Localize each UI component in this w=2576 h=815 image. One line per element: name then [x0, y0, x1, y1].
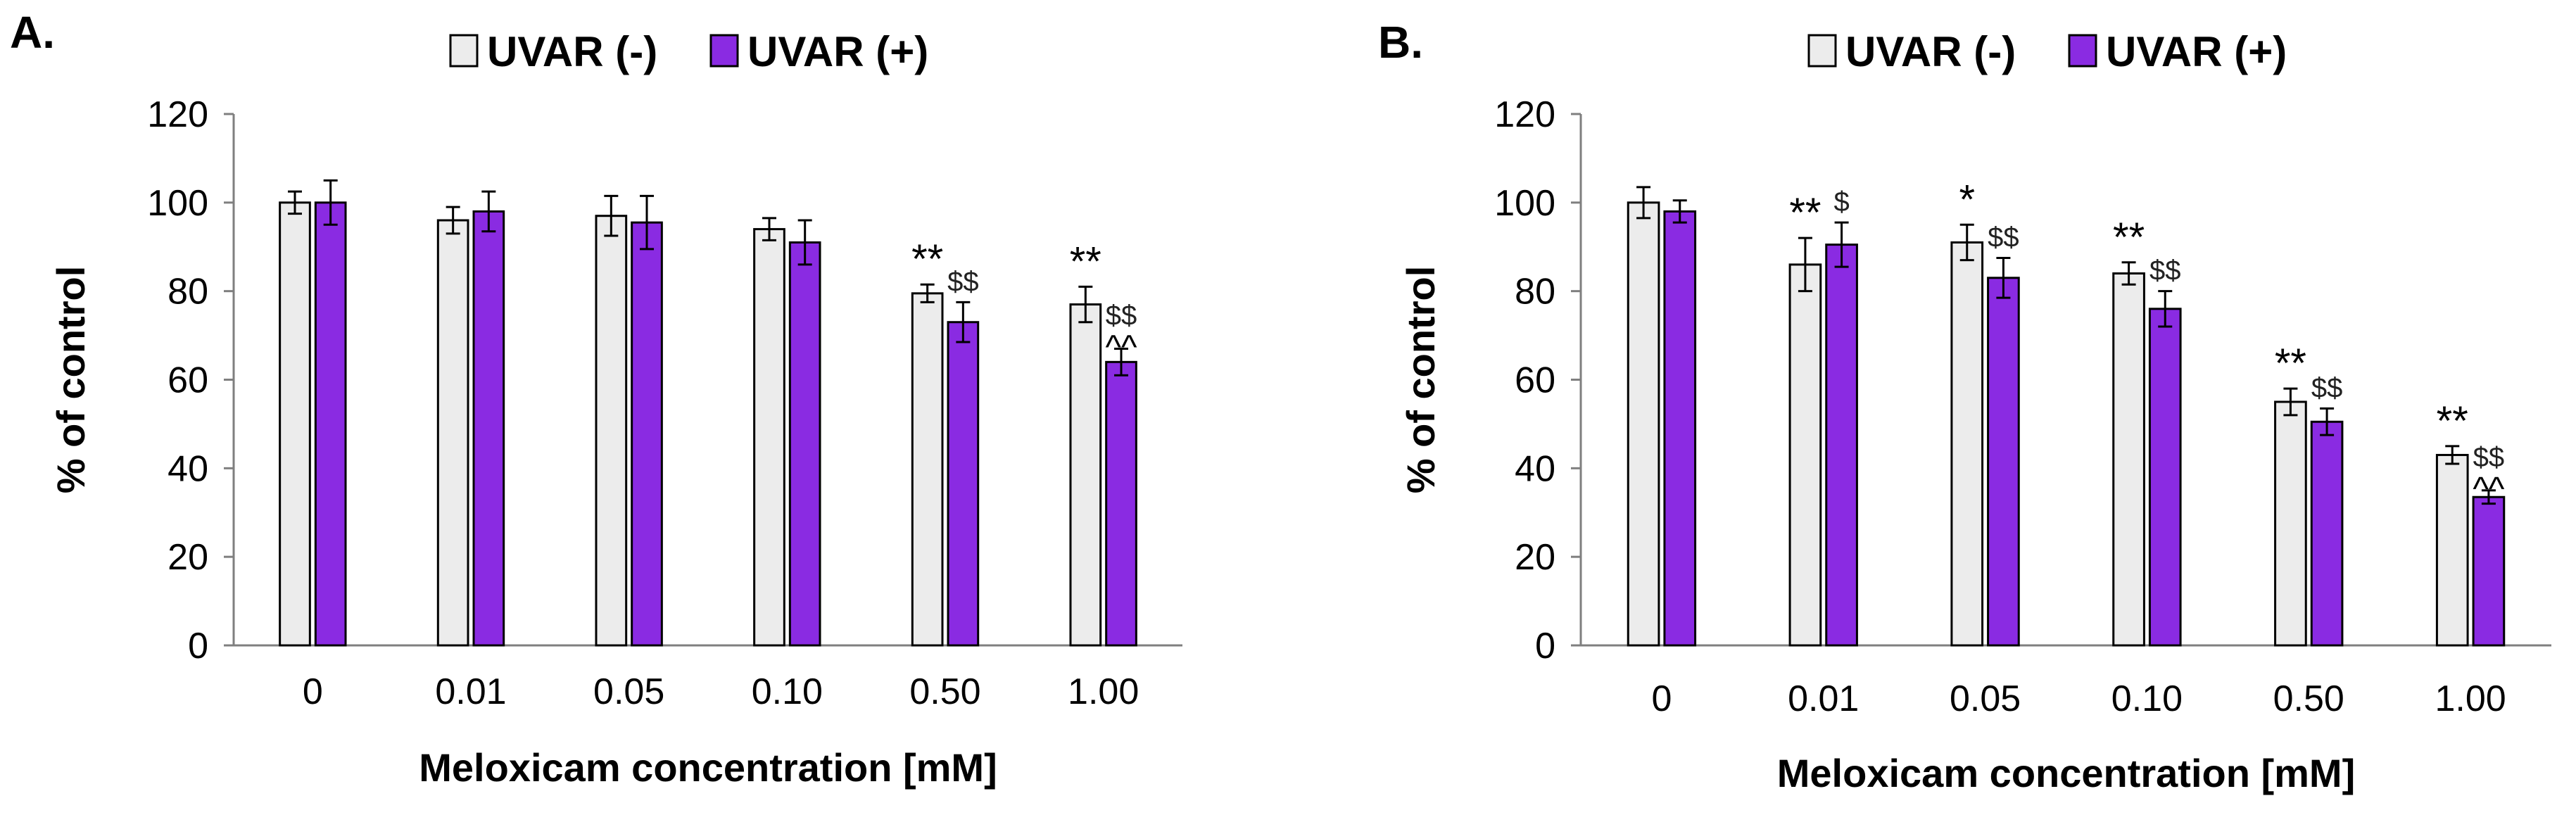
- bar-uvar-plus: [631, 221, 663, 647]
- bar-uvar-minus: [2274, 400, 2307, 647]
- bar-uvar-minus: [279, 201, 311, 647]
- x-tick-label: 1.00: [2435, 678, 2506, 719]
- significance-stars: **: [911, 236, 943, 282]
- bar-uvar-minus: [753, 228, 785, 647]
- bar-uvar-minus: [1950, 241, 1984, 647]
- y-tick-label: 100: [147, 183, 208, 224]
- y-tick-label: 0: [188, 626, 208, 666]
- x-tick-label: 0.10: [752, 671, 823, 712]
- chart-panel-b: B. UVAR (-) UVAR (+) 0 20 40 60 80 100 120 % of co…: [1378, 17, 2551, 795]
- y-tick-label: 100: [1494, 183, 1555, 224]
- bar-uvar-plus: [1825, 244, 1858, 647]
- significance-dollars: $$: [1106, 300, 1137, 331]
- y-tick-label: 120: [1494, 94, 1555, 135]
- legend-label-uvar-minus: UVAR (-): [487, 28, 657, 75]
- x-tick-label: 0: [1651, 678, 1672, 719]
- x-axis-title: Meloxicam concentration [mM]: [1777, 751, 2355, 795]
- bar-uvar-plus: [947, 321, 980, 647]
- significance-stars: *: [1959, 177, 1975, 222]
- legend-swatch-uvar-minus: [449, 34, 479, 68]
- bar-uvar-minus: [436, 219, 469, 647]
- x-tick-label: 0.10: [2111, 678, 2183, 719]
- bar-uvar-minus: [2112, 272, 2145, 647]
- y-tick-label: 40: [1515, 448, 1555, 489]
- x-tick-label: 0.05: [593, 671, 664, 712]
- x-tick-label: 0.05: [1950, 678, 2021, 719]
- legend-swatch-uvar-plus: [2068, 34, 2097, 68]
- y-tick-label: 120: [147, 94, 208, 135]
- legend-label-uvar-plus: UVAR (+): [2106, 28, 2287, 75]
- bar-uvar-plus: [2148, 308, 2182, 647]
- x-tick-label: 0: [303, 671, 323, 712]
- significance-dollars: $$: [2473, 442, 2505, 473]
- bar-uvar-plus: [1663, 210, 1697, 647]
- x-tick-label: 0.50: [909, 671, 980, 712]
- legend-swatch-uvar-plus: [709, 34, 739, 68]
- y-tick-label: 80: [168, 272, 208, 312]
- significance-dollars: $: [1833, 187, 1849, 217]
- y-tick-label: 80: [1515, 272, 1555, 312]
- bar-uvar-minus: [595, 215, 628, 647]
- bar-uvar-minus: [911, 292, 944, 647]
- bar-uvar-minus: [1069, 303, 1102, 647]
- significance-stars: **: [2275, 341, 2306, 386]
- significance-dollars: $$: [1988, 222, 2019, 253]
- bar-uvar-plus: [1105, 360, 1137, 647]
- legend-label-uvar-plus: UVAR (+): [747, 28, 928, 75]
- y-axis-title: % of control: [49, 266, 93, 494]
- x-tick-label: 1.00: [1068, 671, 1139, 712]
- bar-uvar-plus: [314, 201, 347, 647]
- significance-carets: ^^: [1105, 329, 1137, 366]
- significance-stars: **: [2437, 398, 2468, 444]
- y-tick-label: 40: [168, 448, 208, 489]
- x-tick-label: 0.01: [1788, 678, 1859, 719]
- bar-uvar-minus: [1788, 263, 1822, 647]
- y-axis-title: % of control: [1399, 266, 1443, 494]
- legend-label-uvar-minus: UVAR (-): [1845, 28, 2016, 75]
- y-tick-label: 0: [1535, 626, 1555, 666]
- significance-carets: ^^: [2473, 471, 2505, 508]
- significance-dollars: $$: [2149, 255, 2181, 286]
- significance-dollars: $$: [947, 266, 979, 297]
- bar-uvar-minus: [1627, 201, 1660, 647]
- y-tick-label: 20: [1515, 537, 1555, 578]
- y-tick-label: 20: [168, 537, 208, 578]
- bar-uvar-plus: [788, 241, 821, 647]
- y-tick-label: 60: [168, 360, 208, 401]
- bar-uvar-plus: [2310, 420, 2344, 647]
- panel-label: B.: [1378, 17, 1423, 68]
- legend-swatch-uvar-minus: [1807, 34, 1837, 68]
- bar-uvar-plus: [1987, 277, 2020, 647]
- x-tick-label: 0.01: [435, 671, 506, 712]
- significance-dollars: $$: [2311, 372, 2343, 403]
- bar-uvar-plus: [472, 210, 505, 647]
- y-tick-label: 60: [1515, 360, 1555, 401]
- x-tick-label: 0.50: [2273, 678, 2344, 719]
- bar-uvar-minus: [2435, 453, 2469, 647]
- panel-label: A.: [10, 7, 55, 58]
- x-axis-title: Meloxicam concentration [mM]: [419, 745, 997, 790]
- significance-stars: **: [1789, 190, 1821, 236]
- bar-uvar-plus: [2472, 495, 2506, 647]
- chart-panel-a: A. UVAR (-) UVAR (+) 0 20 40 60 80 100 120 % of co…: [10, 7, 1182, 790]
- significance-stars: **: [2113, 215, 2145, 260]
- significance-stars: **: [1070, 239, 1101, 284]
